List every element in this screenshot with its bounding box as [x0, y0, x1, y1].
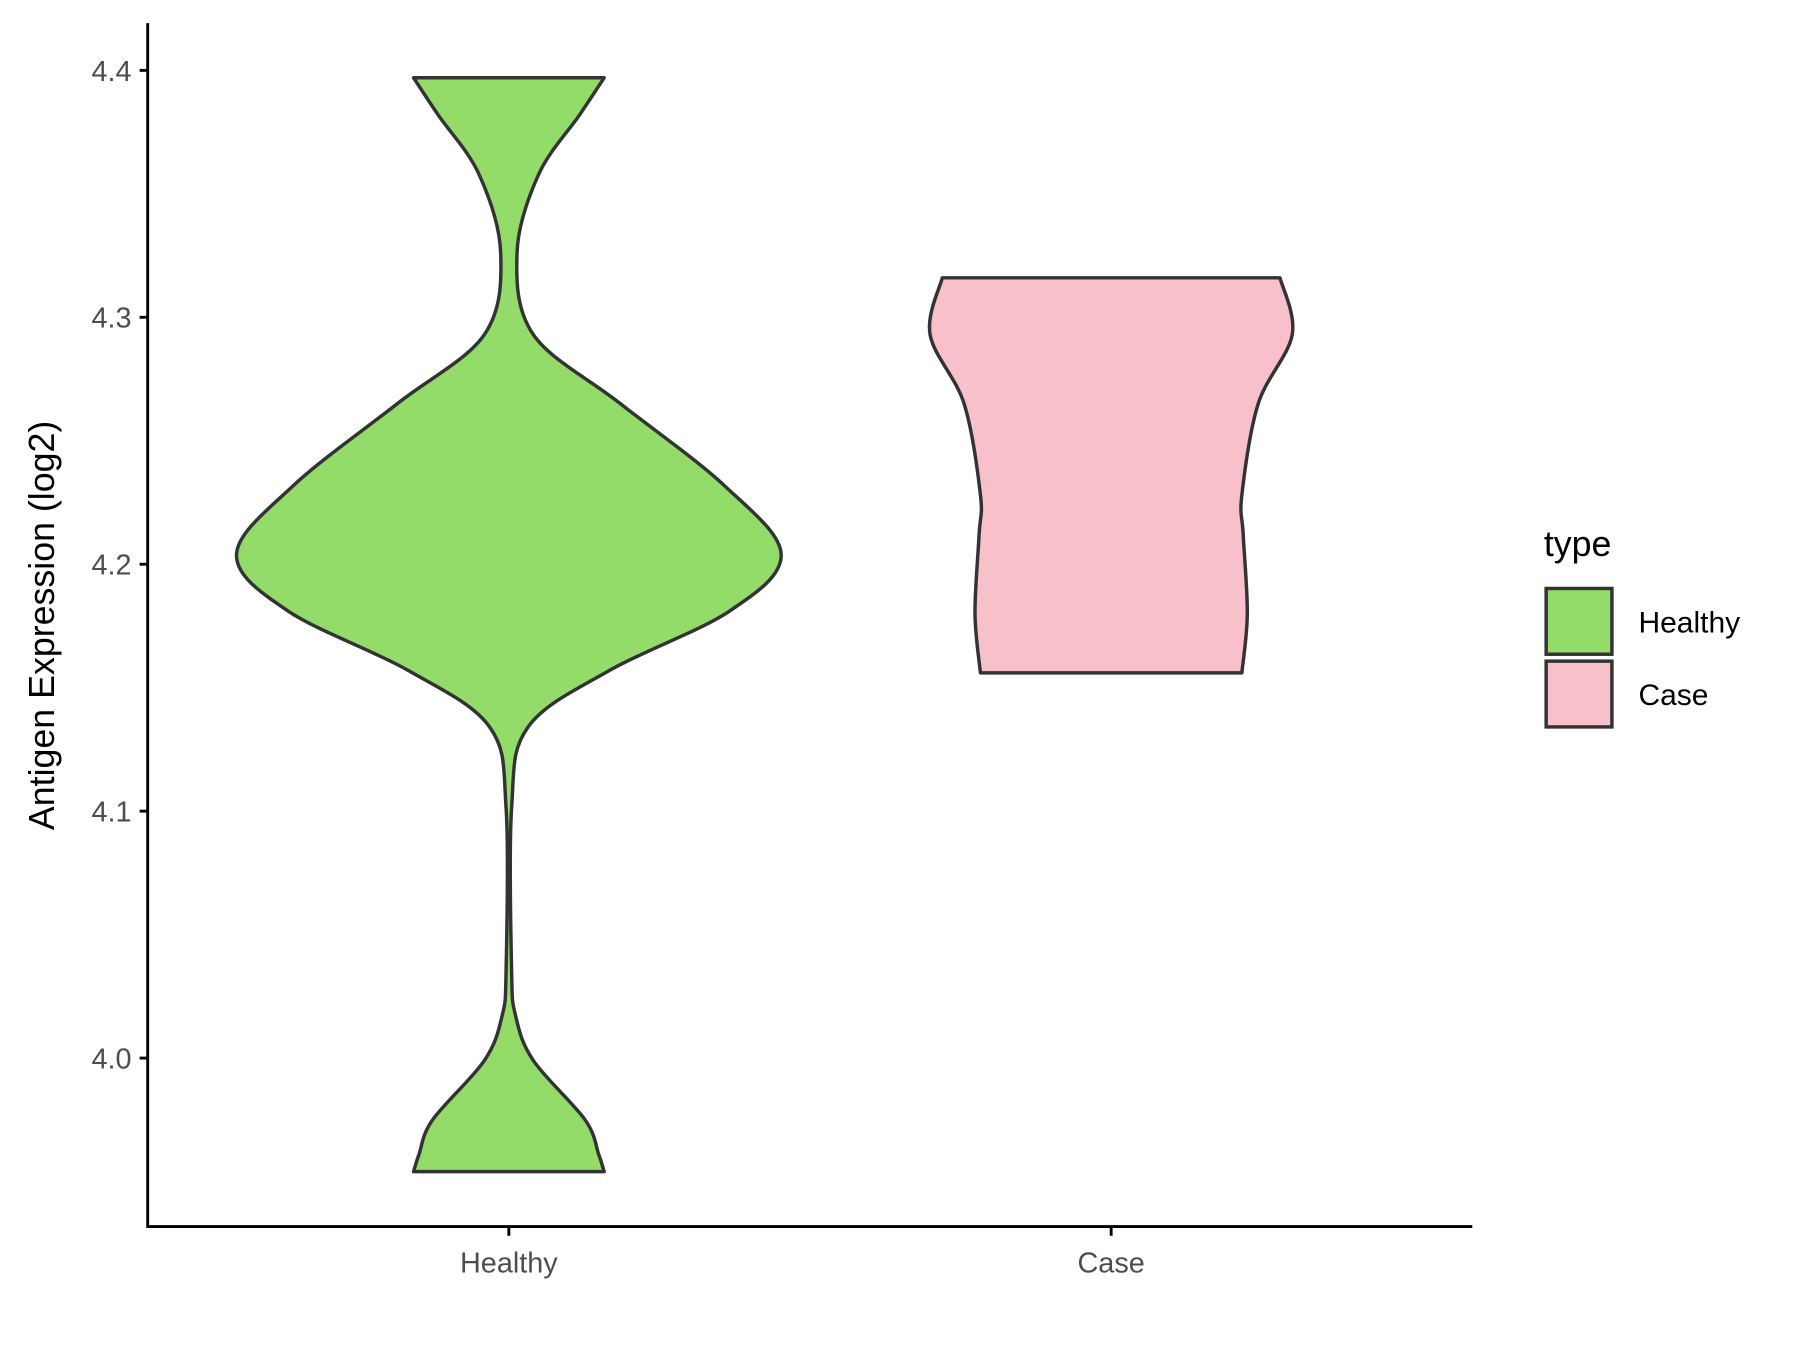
- y-tick-label: 4.1: [91, 797, 131, 829]
- x-ticks: Healthy Case: [460, 1226, 1145, 1280]
- y-tick-label: 4.2: [91, 550, 131, 582]
- x-tick-label: Healthy: [460, 1248, 558, 1280]
- y-ticks: 4.0 4.1 4.2 4.3 4.4: [91, 56, 148, 1075]
- legend: type Healthy Case: [1544, 524, 1740, 729]
- y-axis-label: Antigen Expression (log2): [22, 421, 62, 830]
- y-tick-label: 4.4: [91, 56, 131, 88]
- violins: [234, 76, 1295, 1174]
- x-tick-label: Case: [1077, 1248, 1144, 1280]
- violin-healthy: [234, 76, 783, 1174]
- legend-label: Healthy: [1638, 606, 1740, 639]
- y-tick-label: 4.0: [91, 1043, 131, 1075]
- legend-key-case: [1544, 659, 1614, 729]
- legend-title: type: [1544, 524, 1612, 564]
- violin-case: [927, 276, 1295, 675]
- legend-label: Case: [1638, 679, 1708, 712]
- y-tick-label: 4.3: [91, 303, 131, 335]
- legend-key-healthy: [1544, 586, 1614, 656]
